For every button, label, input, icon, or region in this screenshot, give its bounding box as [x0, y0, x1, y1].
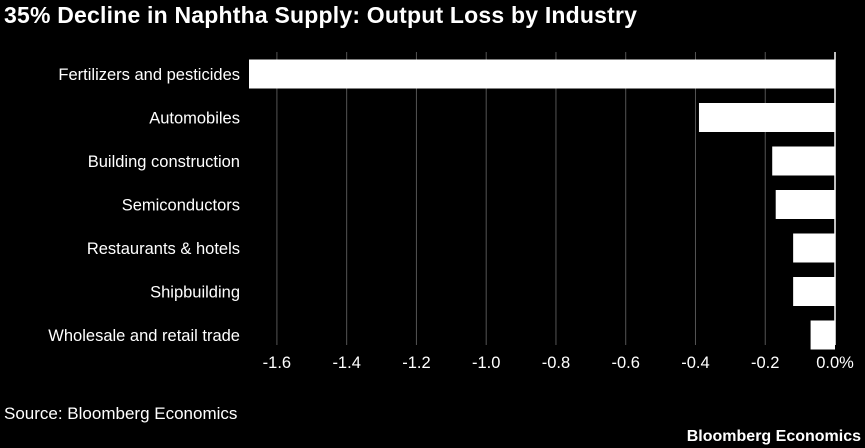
category-label: Shipbuilding	[150, 284, 240, 302]
x-tick-label: -0.4	[681, 354, 709, 372]
bar-chart: Fertilizers and pesticides Automobiles Bui…	[48, 52, 854, 372]
brand-logo-text: Bloomberg Economics	[686, 428, 861, 445]
category-label: Fertilizers and pesticides	[58, 66, 240, 84]
category-label: Automobiles	[149, 110, 240, 128]
bar	[698, 103, 835, 132]
bar	[810, 320, 835, 350]
category-label: Restaurants & hotels	[87, 240, 240, 258]
category-label: Building construction	[88, 153, 240, 171]
bar	[249, 59, 835, 89]
chart-title: 35% Decline in Naphtha Supply: Output Lo…	[4, 2, 638, 28]
bar	[772, 146, 835, 176]
x-tick-label: -1.4	[332, 354, 360, 372]
bar	[793, 233, 835, 263]
bar	[793, 277, 835, 306]
x-tick-label: -1.0	[472, 354, 500, 372]
x-tick-label: -1.2	[402, 354, 430, 372]
x-tick-label: -0.8	[542, 354, 570, 372]
x-tick-label: 0.0%	[816, 354, 854, 372]
x-tick-label: -0.6	[611, 354, 639, 372]
x-tick-label: -1.6	[263, 354, 291, 372]
category-label: Wholesale and retail trade	[48, 327, 240, 345]
x-tick-label: -0.2	[751, 354, 779, 372]
bar	[775, 190, 835, 219]
source-note: Source: Bloomberg Economics	[4, 404, 238, 423]
category-label: Semiconductors	[122, 197, 240, 215]
